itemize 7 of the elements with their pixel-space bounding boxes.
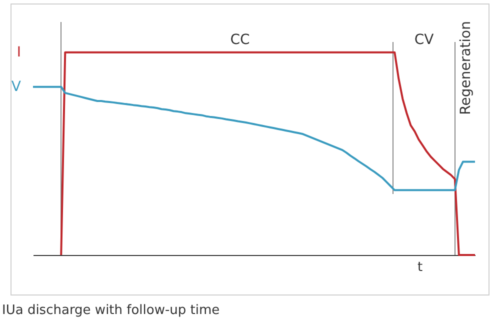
annotation: Regeneration: [458, 21, 474, 115]
text: CV: [414, 32, 434, 48]
text: I: [16, 44, 21, 60]
text: IUa discharge with follow-up time: [2, 303, 220, 318]
x-axis-title: t: [417, 260, 423, 275]
series-label: V: [11, 78, 22, 95]
text: CC: [230, 32, 250, 48]
